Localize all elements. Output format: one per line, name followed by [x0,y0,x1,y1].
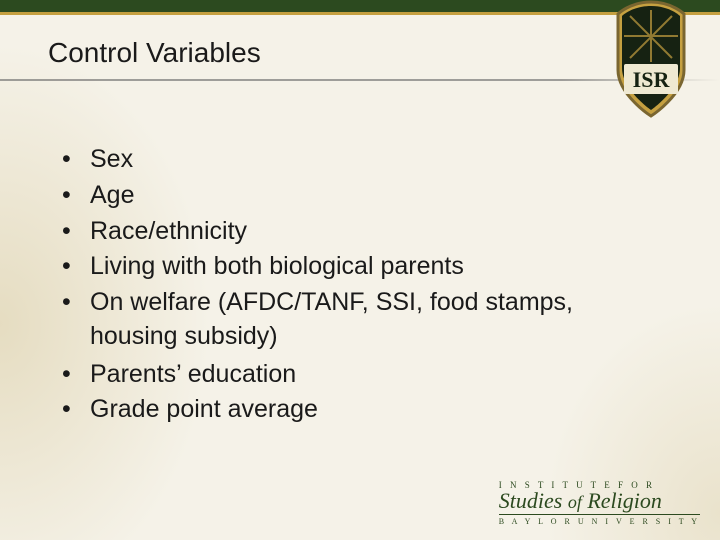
footer-line-2: Studies of Religion [499,490,700,512]
list-item: On welfare (AFDC/TANF, SSI, food stamps,… [56,286,660,354]
list-item: Parents’ education [56,358,660,392]
content-area: Sex Age Race/ethnicity Living with both … [0,79,720,427]
footer-word-studies: Studies [499,488,563,513]
footer-institute-logo: I N S T I T U T E F O R Studies of Relig… [499,480,700,526]
list-item: Age [56,179,660,213]
shield-text: ISR [633,67,671,92]
list-item: Sex [56,143,660,177]
footer-word-religion: Religion [587,488,662,513]
footer-line-3: B A Y L O R U N I V E R S I T Y [499,514,700,526]
list-item: Living with both biological parents [56,250,660,284]
footer-word-of: of [568,492,582,512]
list-item: Race/ethnicity [56,215,660,249]
list-item: Grade point average [56,393,660,427]
bullet-list: Sex Age Race/ethnicity Living with both … [56,143,660,427]
isr-shield-logo: ISR [610,0,692,118]
